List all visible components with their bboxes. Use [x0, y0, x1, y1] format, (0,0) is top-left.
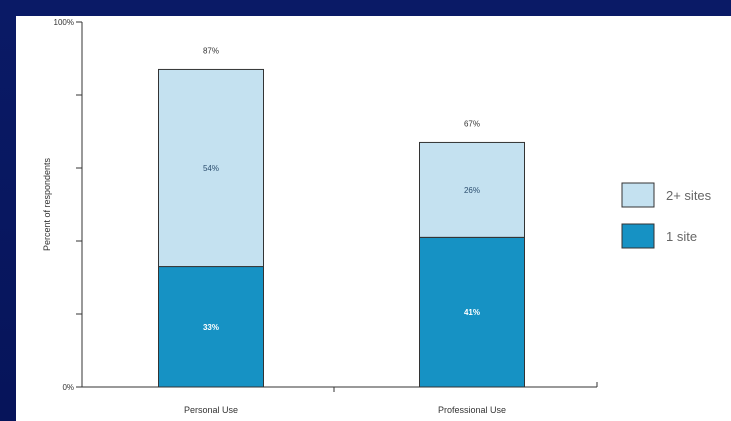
- data-label: 54%: [203, 164, 219, 173]
- total-label: 67%: [464, 119, 480, 128]
- legend: 2+ sites 1 site: [621, 182, 712, 249]
- bars: [158, 68, 525, 388]
- bar-segment-2plus-sites: [419, 141, 525, 238]
- legend-label: 2+ sites: [666, 188, 712, 203]
- chart-panel: [16, 16, 731, 421]
- legend-swatch: [621, 223, 655, 249]
- data-label: 26%: [464, 186, 480, 195]
- bar-segment-1-site: [158, 266, 264, 388]
- category-label: Personal Use: [184, 405, 238, 415]
- bar-segment-2plus-sites: [158, 68, 264, 268]
- labels: 33% 54% 87% Personal Use 41% 26% 67% Profession…: [184, 46, 506, 415]
- data-label: 33%: [203, 323, 219, 332]
- legend-swatch: [621, 182, 655, 208]
- y-tick-label: 0%: [62, 383, 74, 392]
- bar-segment-1-site: [419, 236, 525, 388]
- legend-label: 1 site: [666, 229, 697, 244]
- total-label: 87%: [203, 46, 219, 55]
- y-axis-title: Percent of respondents: [42, 157, 52, 251]
- data-label: 41%: [464, 308, 480, 317]
- y-tick-label: 100%: [54, 18, 74, 27]
- category-label: Professional Use: [438, 405, 506, 415]
